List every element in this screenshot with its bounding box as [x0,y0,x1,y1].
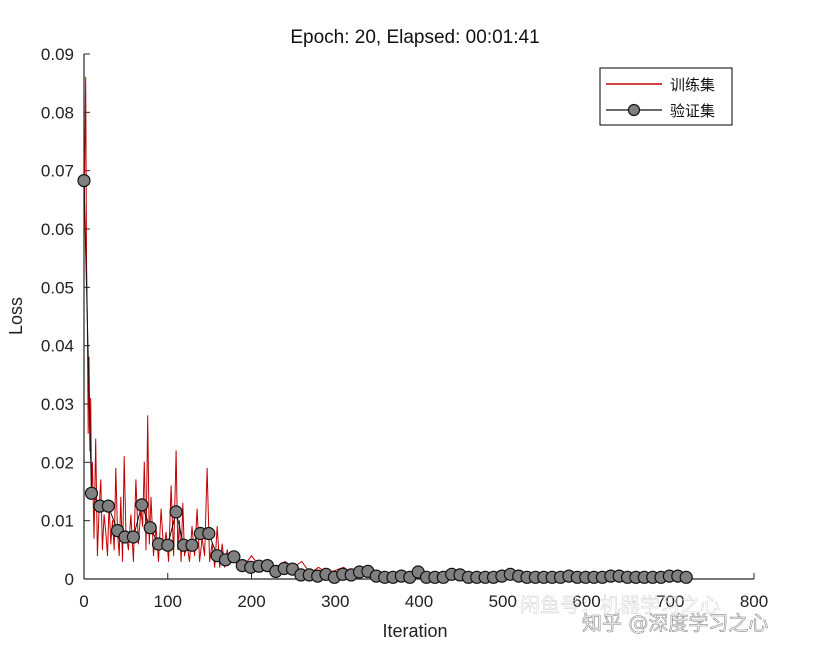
y-tick-label: 0.09 [41,45,74,64]
val-point [185,538,199,552]
y-tick-label: 0.08 [41,103,74,122]
legend-val-label: 验证集 [670,102,715,120]
watermark-overlay: 闲鱼号：机器学习之心 [520,593,720,617]
y-tick-label: 0.07 [41,162,74,181]
val-point [135,498,149,512]
x-tick-label: 500 [489,592,517,611]
val-point [202,526,216,541]
y-tick-label: 0 [65,570,74,589]
legend: 训练集 验证集 [599,67,733,126]
x-tick-label: 700 [656,592,684,611]
val-point [77,174,91,188]
y-tick-label: 0.06 [41,220,74,239]
val-point [126,530,140,544]
val-series [77,174,693,584]
y-tick-labels: 0 0.01 0.02 0.03 0.04 0.05 0.06 0.07 0.08 0.09 [41,45,74,589]
y-axis-label: Loss [6,297,26,335]
x-tick-label: 600 [572,592,600,611]
x-tick-label: 200 [237,592,265,611]
y-tick-label: 0.05 [41,278,74,297]
plot-area [84,54,754,579]
watermark-bottom-text: 知乎 @深度学习之心 [582,611,768,635]
x-tick-label: 400 [405,592,433,611]
y-tick-label: 0.04 [41,337,74,356]
x-tick-label: 300 [321,592,349,611]
y-tick-label: 0.03 [41,395,74,414]
legend-val-marker [627,103,641,117]
x-axis-label: Iteration [382,621,447,641]
val-point [679,570,693,584]
watermark-overlay-text: 闲鱼号：机器学习之心 [520,593,720,617]
legend-train-label: 训练集 [670,76,715,94]
val-point [169,505,183,519]
y-tick-label: 0.01 [41,512,74,531]
legend-box [599,67,733,126]
x-tick-label: 100 [154,592,182,611]
x-tick-label: 800 [740,592,768,611]
x-tick-label: 0 [79,592,88,611]
chart-title: Epoch: 20, Elapsed: 00:01:41 [290,27,539,48]
val-point [161,538,175,552]
val-point [84,486,99,500]
y-tick-label: 0.02 [41,453,74,472]
x-tick-labels: 0 100 200 300 400 500 600 700 800 [79,592,768,611]
val-point [227,550,241,564]
val-point [101,499,115,513]
val-point [143,521,157,535]
watermark-bottom: 知乎 @深度学习之心 [582,611,769,636]
